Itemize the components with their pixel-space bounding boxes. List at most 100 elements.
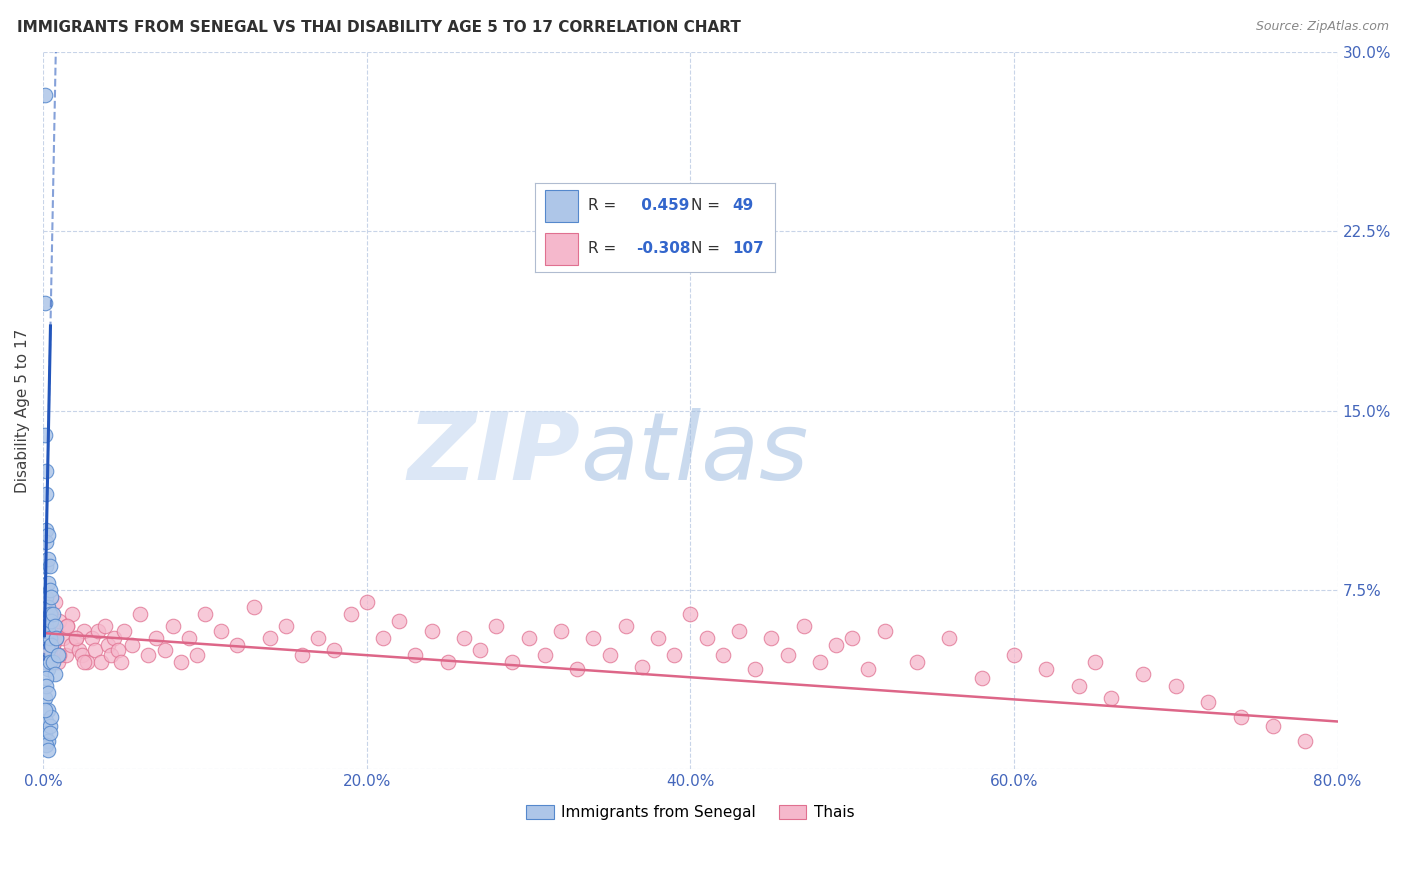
Point (39, 591, 62, 605)
Point (35, 739, 58, 753)
Point (825, 638, 848, 652)
Point (38, 559, 60, 574)
Point (100, 648, 122, 662)
Point (129, 607, 152, 621)
Point (39, 638, 62, 652)
Point (1164, 679, 1187, 693)
Point (259, 631, 281, 645)
Point (38, 726, 60, 740)
Point (37, 702, 59, 716)
Point (565, 662, 588, 676)
Point (67, 642, 90, 657)
Point (38, 719, 60, 733)
Point (72, 624, 94, 638)
Point (34, 624, 56, 638)
Text: R =: R = (588, 198, 621, 213)
Point (34, 88, 56, 103)
Point (162, 619, 184, 633)
Text: N =: N = (692, 198, 725, 213)
Point (107, 642, 129, 657)
Point (1294, 733, 1316, 747)
Point (696, 631, 718, 645)
Point (323, 642, 346, 657)
Point (45, 624, 67, 638)
Point (76, 655, 98, 669)
Text: Source: ZipAtlas.com: Source: ZipAtlas.com (1256, 20, 1389, 33)
Point (37, 599, 59, 614)
Point (1035, 662, 1057, 676)
Point (46, 648, 69, 662)
Point (938, 631, 960, 645)
Point (468, 642, 491, 657)
Point (35, 714, 58, 729)
Point (35, 619, 58, 633)
Point (60, 607, 83, 621)
Point (42, 655, 65, 669)
Point (35, 463, 58, 477)
Point (35, 535, 58, 549)
Point (56, 619, 79, 633)
Point (90, 655, 112, 669)
Point (34, 655, 56, 669)
Point (37, 686, 59, 700)
Point (39, 607, 62, 621)
Point (517, 631, 540, 645)
Point (138, 648, 160, 662)
Point (37, 575, 59, 590)
Point (34, 702, 56, 716)
Point (37, 642, 59, 657)
Text: ZIP: ZIP (408, 408, 581, 500)
Point (533, 648, 555, 662)
Point (291, 648, 314, 662)
Point (728, 624, 751, 638)
Point (38, 655, 60, 669)
Point (34, 690, 56, 705)
Point (112, 624, 135, 638)
Point (87, 624, 110, 638)
Point (582, 631, 605, 645)
Point (170, 655, 193, 669)
Point (35, 642, 58, 657)
Point (46, 655, 69, 669)
Text: 0.459: 0.459 (636, 198, 689, 213)
Point (72, 655, 94, 669)
Point (242, 599, 264, 614)
Point (97, 638, 120, 652)
Point (35, 487, 58, 501)
Point (37, 743, 59, 757)
Point (356, 595, 378, 609)
Point (103, 631, 125, 645)
Point (744, 662, 766, 676)
Point (1261, 719, 1284, 733)
Point (970, 672, 993, 686)
Point (209, 624, 232, 638)
Text: IMMIGRANTS FROM SENEGAL VS THAI DISABILITY AGE 5 TO 17 CORRELATION CHART: IMMIGRANTS FROM SENEGAL VS THAI DISABILI… (17, 20, 741, 35)
Point (35, 591, 58, 605)
Text: atlas: atlas (581, 409, 808, 500)
Point (37, 624, 59, 638)
Point (110, 655, 132, 669)
Point (84, 642, 107, 657)
Text: N =: N = (692, 241, 725, 256)
Point (34, 726, 56, 740)
Point (485, 619, 508, 633)
Point (808, 655, 831, 669)
Point (404, 648, 426, 662)
Point (858, 662, 880, 676)
Point (55, 648, 77, 662)
Point (501, 655, 523, 669)
Point (1084, 655, 1107, 669)
Point (1099, 690, 1122, 705)
Point (1197, 695, 1219, 709)
Point (121, 638, 143, 652)
Point (34, 631, 56, 645)
Point (226, 638, 249, 652)
Point (37, 662, 59, 676)
Point (37, 552, 59, 566)
Point (1229, 709, 1251, 723)
Point (59, 638, 82, 652)
Point (1067, 679, 1090, 693)
Point (38, 582, 60, 597)
Point (48, 648, 70, 662)
Point (37, 733, 59, 747)
